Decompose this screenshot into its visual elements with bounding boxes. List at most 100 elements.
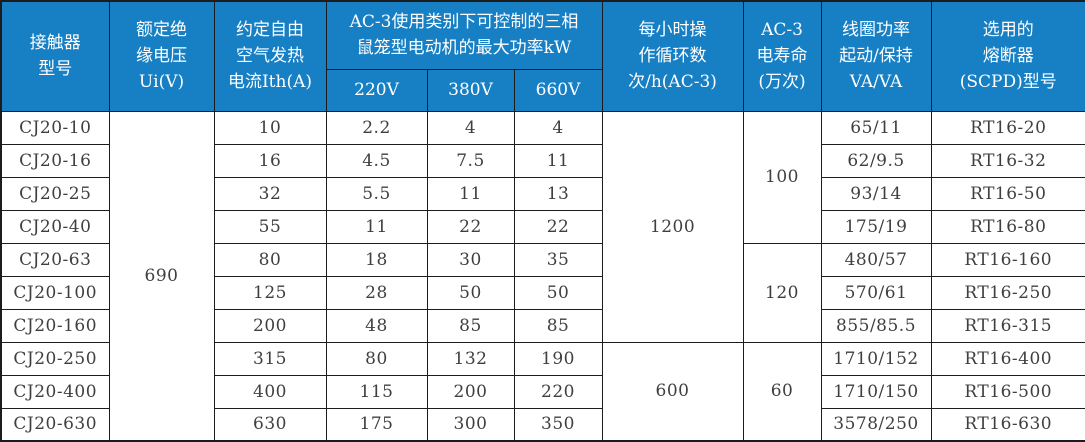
coil-cell: 3578/250: [820, 407, 932, 442]
kw660-cell: 190: [513, 341, 603, 376]
life-cell: 120: [742, 242, 822, 343]
header-220v: 220V: [325, 68, 428, 112]
ith-cell: 315: [213, 341, 327, 376]
kw660-cell: 4: [513, 110, 603, 145]
model-cell: CJ20-16: [0, 143, 110, 178]
model-cell: CJ20-10: [0, 110, 110, 145]
table-row: CJ20-10 690 10 2.2 4 4 1200 100 65/11 RT…: [0, 110, 1085, 442]
fuse-cell: RT16-50: [930, 176, 1085, 211]
table-header: 接触器 型号 额定绝 缘电压 Ui(V) 约定自由 空气发热 电流Ith(A) …: [0, 0, 1085, 112]
kw380-cell: 200: [426, 374, 515, 409]
header-coil-power: 线圈功率 起动/保持 VA/VA: [820, 0, 932, 112]
coil-cell: 570/61: [820, 275, 932, 310]
header-operating-cycles: 每小时操 作循环数 次/h(AC-3): [601, 0, 744, 112]
kw380-cell: 7.5: [426, 143, 515, 178]
ith-cell: 125: [213, 275, 327, 310]
header-row-voltages: 220V 380V 660V: [1, 68, 1085, 112]
cycles-cell: 600: [601, 341, 744, 442]
header-ac3-max-power: AC-3使用类别下可控制的三相 鼠笼型电动机的最大功率kW: [325, 0, 603, 70]
kw380-cell: 4: [426, 110, 515, 145]
table-row: CJ20-630 630 175 300 350 3578/250 RT16-6…: [0, 407, 1085, 442]
header-380v: 380V: [426, 68, 515, 112]
kw660-cell: 85: [513, 308, 603, 343]
kw220-cell: 80: [325, 341, 428, 376]
kw660-cell: 220: [513, 374, 603, 409]
life-cell: 60: [742, 341, 822, 442]
kw220-cell: 48: [325, 308, 428, 343]
fuse-cell: RT16-32: [930, 143, 1085, 178]
kw220-cell: 28: [325, 275, 428, 310]
coil-cell: 62/9.5: [820, 143, 932, 178]
ith-cell: 200: [213, 308, 327, 343]
header-ac3-electrical-life: AC-3 电寿命 (万次): [742, 0, 822, 112]
fuse-cell: RT16-160: [930, 242, 1085, 277]
fuse-cell: RT16-80: [930, 209, 1085, 244]
ith-cell: 10: [213, 110, 327, 145]
coil-cell: 855/85.5: [820, 308, 932, 343]
kw220-cell: 4.5: [325, 143, 428, 178]
model-cell: CJ20-630: [0, 407, 110, 442]
model-cell: CJ20-63: [0, 242, 110, 277]
model-cell: CJ20-25: [0, 176, 110, 211]
kw220-cell: 2.2: [325, 110, 428, 145]
table-row: CJ20-16 16 4.5 7.5 11 62/9.5 RT16-32: [0, 143, 1085, 178]
header-thermal-current: 约定自由 空气发热 电流Ith(A): [213, 0, 327, 112]
fuse-cell: RT16-630: [930, 407, 1085, 442]
kw380-cell: 300: [426, 407, 515, 442]
header-contactor-model: 接触器 型号: [0, 0, 110, 112]
model-cell: CJ20-400: [0, 374, 110, 409]
cycles-cell: 1200: [601, 110, 744, 343]
fuse-cell: RT16-315: [930, 308, 1085, 343]
header-row-main: 接触器 型号 额定绝 缘电压 Ui(V) 约定自由 空气发热 电流Ith(A) …: [0, 0, 1085, 112]
kw380-cell: 85: [426, 308, 515, 343]
ui-cell: 690: [108, 110, 215, 442]
ith-cell: 400: [213, 374, 327, 409]
kw220-cell: 11: [325, 209, 428, 244]
kw220-cell: 5.5: [325, 176, 428, 211]
coil-cell: 93/14: [820, 176, 932, 211]
ith-cell: 32: [213, 176, 327, 211]
ith-cell: 630: [213, 407, 327, 442]
kw660-cell: 11: [513, 143, 603, 178]
ith-cell: 16: [213, 143, 327, 178]
table-row: CJ20-25 32 5.5 11 13 93/14 RT16-50: [0, 176, 1085, 211]
kw380-cell: 132: [426, 341, 515, 376]
kw380-cell: 30: [426, 242, 515, 277]
kw220-cell: 175: [325, 407, 428, 442]
kw660-cell: 350: [513, 407, 603, 442]
kw660-cell: 50: [513, 275, 603, 310]
header-rated-insulation-voltage: 额定绝 缘电压 Ui(V): [108, 0, 215, 112]
kw660-cell: 22: [513, 209, 603, 244]
fuse-cell: RT16-500: [930, 374, 1085, 409]
coil-cell: 1710/150: [820, 374, 932, 409]
coil-cell: 65/11: [820, 110, 932, 145]
header-fuse-type: 选用的 熔断器 (SCPD)型号: [930, 0, 1085, 112]
coil-cell: 175/19: [820, 209, 932, 244]
model-cell: CJ20-40: [0, 209, 110, 244]
kw380-cell: 22: [426, 209, 515, 244]
fuse-cell: RT16-20: [930, 110, 1085, 145]
model-cell: CJ20-160: [0, 308, 110, 343]
life-cell: 100: [742, 110, 822, 244]
fuse-cell: RT16-400: [930, 341, 1085, 376]
ith-cell: 80: [213, 242, 327, 277]
model-cell: CJ20-100: [0, 275, 110, 310]
coil-cell: 1710/152: [820, 341, 932, 376]
coil-cell: 480/57: [820, 242, 932, 277]
table-row: CJ20-250 315 80 132 190 600 60 1710/152 …: [0, 341, 1085, 442]
kw220-cell: 18: [325, 242, 428, 277]
kw380-cell: 50: [426, 275, 515, 310]
table-body: CJ20-10 690 10 2.2 4 4 1200 100 65/11 RT…: [0, 110, 1085, 442]
header-660v: 660V: [513, 68, 603, 112]
kw220-cell: 115: [325, 374, 428, 409]
kw660-cell: 13: [513, 176, 603, 211]
fuse-cell: RT16-250: [930, 275, 1085, 310]
kw660-cell: 35: [513, 242, 603, 277]
kw380-cell: 11: [426, 176, 515, 211]
table-row: CJ20-160 200 48 85 85 855/85.5 RT16-315: [0, 308, 1085, 343]
table-row: CJ20-63 80 18 30 35 120 480/57 RT16-160: [0, 242, 1085, 343]
model-cell: CJ20-250: [0, 341, 110, 376]
ith-cell: 55: [213, 209, 327, 244]
